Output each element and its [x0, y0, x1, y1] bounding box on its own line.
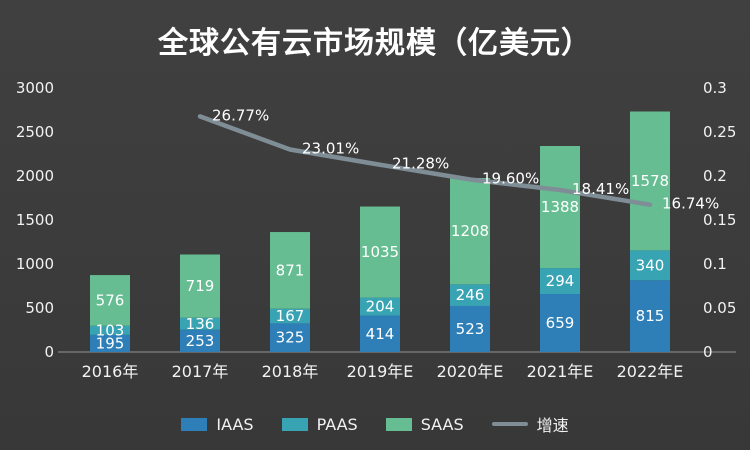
bar-value-label-saas: 1578 [631, 172, 669, 190]
x-axis-label: 2021年E [527, 362, 594, 381]
bar-iaas [450, 305, 490, 352]
x-axis-label: 2019年E [347, 362, 414, 381]
left-axis-tick: 1500 [16, 211, 54, 229]
growth-label: 26.77% [212, 106, 269, 124]
left-axis-tick: 500 [25, 299, 54, 317]
left-axis-tick: 2500 [16, 123, 54, 141]
bar-saas [540, 145, 580, 269]
bar-value-label-saas: 576 [96, 291, 125, 309]
bar-value-label-paas: 246 [456, 286, 485, 304]
x-axis-label: 2020年E [437, 362, 504, 381]
legend-swatch-paas [281, 417, 308, 431]
bar-value-label-iaas: 523 [456, 320, 485, 338]
bar-value-label-saas: 871 [276, 261, 305, 279]
right-axis-tick: 0.3 [703, 79, 727, 97]
growth-label: 19.60% [482, 170, 539, 188]
right-axis-tick: 0.05 [703, 299, 736, 317]
bar-value-label-paas: 167 [276, 307, 305, 325]
bar-saas [90, 275, 130, 326]
bar-value-label-iaas: 325 [276, 329, 305, 347]
bar-value-label-iaas: 253 [186, 332, 215, 350]
bar-iaas [630, 280, 670, 352]
chart-title: 全球公有云市场规模（亿美元） [158, 26, 592, 61]
bar-iaas [270, 323, 310, 352]
x-axis-label: 2018年 [262, 362, 319, 381]
legend-label-iaas: IAAS [216, 414, 254, 434]
legend-item-iaas: IAAS [181, 414, 254, 434]
growth-label: 16.74% [662, 195, 719, 213]
left-axis-tick: 0 [44, 343, 54, 361]
bar-value-label-saas: 1388 [541, 198, 579, 216]
bar-saas [630, 111, 670, 251]
growth-label: 23.01% [302, 140, 359, 158]
legend-item-paas: PAAS [281, 414, 358, 434]
legend-swatch-iaas [181, 417, 208, 431]
legend-label-paas: PAAS [316, 414, 358, 434]
bar-value-label-paas: 136 [186, 315, 215, 333]
bar-paas [540, 268, 580, 295]
right-axis-tick: 0.1 [703, 255, 727, 273]
bar-value-label-saas: 1035 [361, 243, 399, 261]
bar-value-label-paas: 294 [546, 272, 575, 290]
left-axis-tick: 2000 [16, 167, 54, 185]
left-axis-tick: 3000 [16, 79, 54, 97]
bar-paas [90, 325, 130, 335]
legend-label-growth: 增速 [536, 416, 569, 435]
bar-saas [360, 206, 400, 298]
bar-paas [630, 250, 670, 281]
left-axis-tick: 1000 [16, 255, 54, 273]
legend-swatch-saas [385, 417, 412, 431]
right-axis-tick: 0 [703, 343, 713, 361]
bar-value-label-saas: 719 [186, 277, 215, 295]
growth-label: 21.28% [392, 155, 449, 173]
bar-value-label-iaas: 195 [96, 334, 125, 352]
bar-value-label-paas: 103 [96, 321, 125, 339]
bar-value-label-iaas: 659 [546, 314, 575, 332]
bar-saas [450, 178, 490, 285]
bar-iaas [180, 329, 220, 352]
chart-legend: IAAS PAAS SAAS 增速 [0, 412, 750, 436]
bar-value-label-paas: 204 [366, 298, 395, 316]
bar-iaas [540, 294, 580, 352]
bar-paas [270, 308, 310, 324]
bar-saas [270, 232, 310, 309]
legend-item-saas: SAAS [385, 414, 464, 434]
bar-paas [450, 284, 490, 306]
growth-line [197, 114, 653, 207]
bar-paas [180, 317, 220, 330]
bar-saas [180, 254, 220, 318]
x-axis-label: 2022年E [617, 362, 684, 381]
right-axis-tick: 0.15 [703, 211, 736, 229]
x-axis-label: 2016年 [82, 362, 139, 381]
legend-item-growth: 增速 [491, 412, 569, 436]
bar-iaas [360, 315, 400, 352]
legend-label-saas: SAAS [420, 414, 464, 434]
bar-value-label-saas: 1208 [451, 222, 489, 240]
right-axis-tick: 0.25 [703, 123, 736, 141]
bar-iaas [90, 334, 130, 352]
legend-line-growth [491, 422, 528, 426]
bar-value-label-paas: 340 [636, 256, 665, 274]
bar-value-label-iaas: 815 [636, 307, 665, 325]
right-axis-tick: 0.2 [703, 167, 727, 185]
x-axis-label: 2017年 [172, 362, 229, 381]
growth-label: 18.41% [572, 180, 629, 198]
bar-paas [360, 297, 400, 316]
bar-value-label-iaas: 414 [366, 325, 395, 343]
